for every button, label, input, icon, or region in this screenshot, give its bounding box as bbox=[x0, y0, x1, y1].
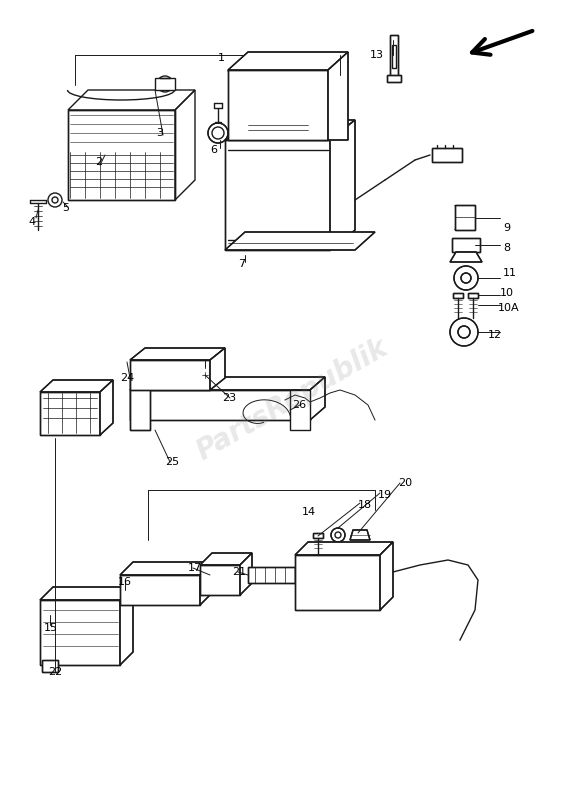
Text: 11: 11 bbox=[503, 268, 517, 278]
Circle shape bbox=[198, 368, 212, 382]
Circle shape bbox=[157, 76, 173, 92]
Polygon shape bbox=[225, 120, 355, 140]
Polygon shape bbox=[313, 533, 323, 538]
Polygon shape bbox=[225, 232, 375, 250]
Polygon shape bbox=[295, 542, 393, 555]
Polygon shape bbox=[452, 238, 480, 252]
Polygon shape bbox=[42, 660, 58, 672]
Text: 10A: 10A bbox=[498, 303, 520, 313]
Text: 6: 6 bbox=[210, 145, 217, 155]
Polygon shape bbox=[392, 45, 396, 68]
Polygon shape bbox=[350, 530, 370, 540]
Polygon shape bbox=[432, 148, 462, 162]
Circle shape bbox=[461, 273, 471, 283]
Polygon shape bbox=[120, 575, 200, 605]
Text: 4: 4 bbox=[28, 217, 35, 227]
Text: 20: 20 bbox=[398, 478, 412, 488]
Circle shape bbox=[331, 528, 345, 542]
Text: 23: 23 bbox=[222, 393, 236, 403]
Circle shape bbox=[450, 318, 478, 346]
Polygon shape bbox=[200, 565, 240, 595]
Circle shape bbox=[308, 570, 332, 594]
Text: 25: 25 bbox=[165, 457, 179, 467]
Polygon shape bbox=[130, 377, 150, 430]
Text: 16: 16 bbox=[118, 577, 132, 587]
Polygon shape bbox=[290, 390, 310, 430]
Text: 14: 14 bbox=[302, 507, 316, 517]
Polygon shape bbox=[225, 140, 330, 250]
Text: 8: 8 bbox=[503, 243, 510, 253]
Circle shape bbox=[314, 576, 326, 588]
Text: 26: 26 bbox=[292, 400, 306, 410]
Polygon shape bbox=[120, 587, 133, 665]
Polygon shape bbox=[120, 562, 213, 575]
Polygon shape bbox=[380, 542, 393, 610]
Polygon shape bbox=[130, 377, 325, 390]
Text: 12: 12 bbox=[488, 330, 502, 340]
Text: 1: 1 bbox=[218, 53, 225, 63]
Polygon shape bbox=[228, 70, 328, 140]
Circle shape bbox=[208, 123, 228, 143]
Polygon shape bbox=[200, 553, 252, 565]
Polygon shape bbox=[295, 555, 380, 610]
Circle shape bbox=[48, 193, 62, 207]
Polygon shape bbox=[200, 562, 213, 605]
Circle shape bbox=[454, 266, 478, 290]
Text: 18: 18 bbox=[358, 500, 372, 510]
Polygon shape bbox=[40, 587, 133, 600]
Text: 10: 10 bbox=[500, 288, 514, 298]
Text: 24: 24 bbox=[120, 373, 134, 383]
Polygon shape bbox=[248, 567, 295, 583]
Circle shape bbox=[250, 72, 306, 128]
Text: 9: 9 bbox=[503, 223, 510, 233]
Text: 15: 15 bbox=[44, 623, 58, 633]
Text: 3: 3 bbox=[156, 128, 163, 138]
Polygon shape bbox=[40, 380, 113, 392]
Polygon shape bbox=[240, 553, 252, 595]
Polygon shape bbox=[40, 600, 120, 665]
Text: 13: 13 bbox=[370, 50, 384, 60]
Polygon shape bbox=[130, 390, 310, 420]
Polygon shape bbox=[100, 380, 113, 435]
Text: 2: 2 bbox=[95, 157, 102, 167]
Polygon shape bbox=[390, 35, 398, 80]
Polygon shape bbox=[228, 52, 348, 70]
Circle shape bbox=[134, 404, 146, 416]
Polygon shape bbox=[453, 293, 463, 298]
Polygon shape bbox=[455, 205, 475, 230]
Text: 17: 17 bbox=[188, 563, 202, 573]
Polygon shape bbox=[468, 293, 478, 298]
Circle shape bbox=[212, 127, 224, 139]
Text: 7: 7 bbox=[238, 259, 245, 269]
Text: 19: 19 bbox=[378, 490, 392, 500]
Polygon shape bbox=[387, 75, 401, 82]
Polygon shape bbox=[328, 52, 348, 140]
Circle shape bbox=[46, 662, 54, 670]
Polygon shape bbox=[155, 78, 175, 90]
Polygon shape bbox=[40, 392, 100, 435]
Circle shape bbox=[458, 326, 470, 338]
Text: 22: 22 bbox=[48, 667, 62, 677]
Polygon shape bbox=[450, 252, 482, 262]
Text: 5: 5 bbox=[62, 203, 69, 213]
Circle shape bbox=[215, 575, 225, 585]
Polygon shape bbox=[310, 377, 325, 420]
Text: 21: 21 bbox=[232, 567, 246, 577]
Polygon shape bbox=[210, 348, 225, 390]
Circle shape bbox=[347, 574, 363, 590]
Circle shape bbox=[146, 584, 158, 596]
Polygon shape bbox=[330, 120, 355, 250]
Polygon shape bbox=[130, 348, 225, 360]
Polygon shape bbox=[68, 110, 175, 200]
Circle shape bbox=[260, 82, 296, 118]
Polygon shape bbox=[130, 360, 210, 390]
Text: PartsRepublik: PartsRepublik bbox=[191, 334, 393, 466]
